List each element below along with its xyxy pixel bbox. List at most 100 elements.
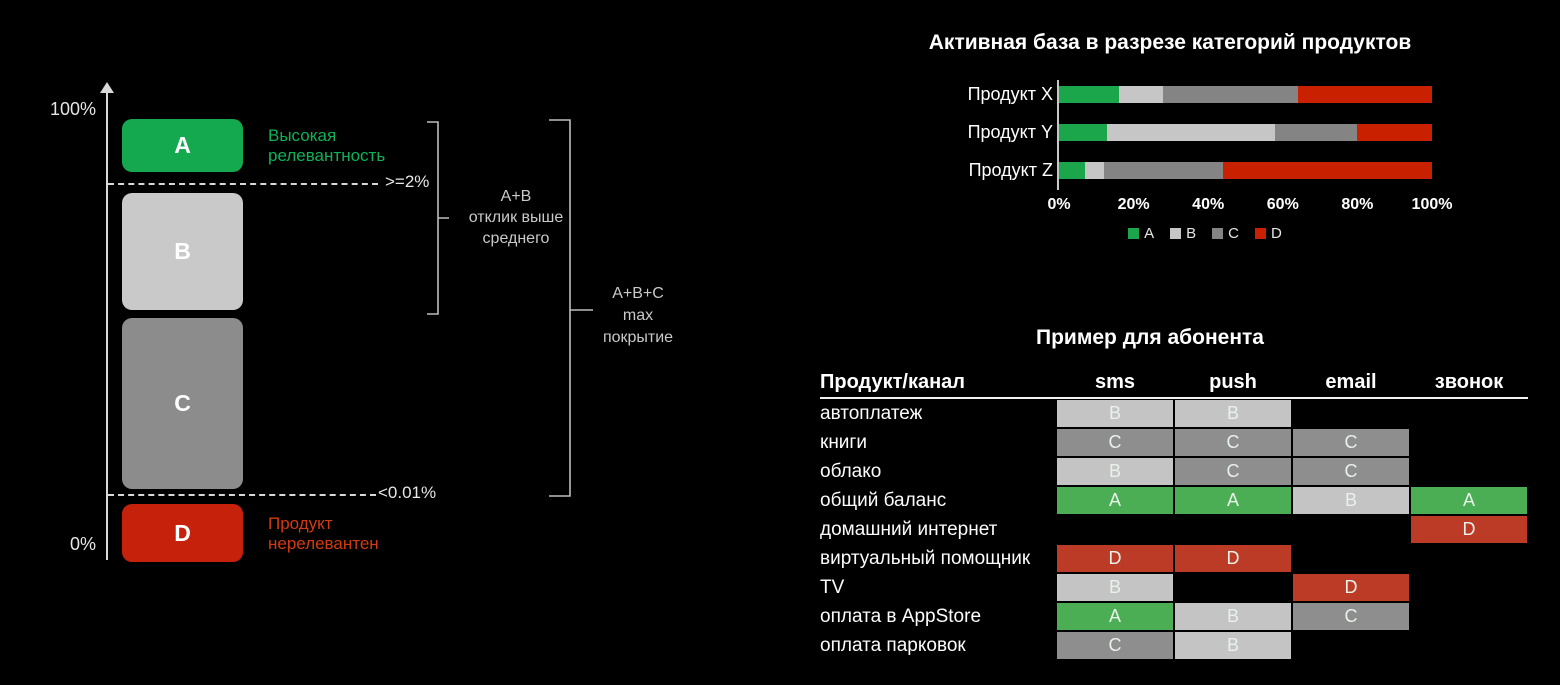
table-cell: B [1056, 573, 1174, 602]
category-box-c-label: C [174, 390, 191, 416]
chart-row: Продукт Y [920, 113, 1432, 151]
column-header-0: Продукт/канал [820, 371, 966, 393]
legend-label: A [1144, 225, 1155, 242]
category-cell-c: C [1293, 603, 1409, 630]
x-tick-label: 100% [1411, 196, 1453, 213]
chart-row: Продукт X [920, 75, 1432, 113]
column-header-4: звонок [1434, 371, 1504, 393]
column-header-3: email [1325, 371, 1377, 393]
axis-max-label: 100% [49, 99, 96, 119]
category-cell-c: C [1293, 458, 1409, 485]
row-label: облако [820, 460, 882, 482]
table-cell: C [1174, 457, 1292, 486]
table-cell: C [1292, 428, 1410, 457]
irrelevant-product-label: Продукт нерелевантен [268, 514, 379, 553]
category-box-b: B [122, 193, 243, 310]
threshold-line-high [108, 183, 378, 185]
category-cell-c: C [1057, 632, 1173, 659]
legend-item: A [1128, 225, 1154, 242]
bar-segment-c [1103, 161, 1224, 179]
chart-title: Активная база в разрезе категорий продук… [928, 31, 1412, 54]
legend-swatch-d [1255, 228, 1267, 239]
chart-category-label: Продукт Y [967, 121, 1053, 142]
legend-item: B [1170, 225, 1196, 242]
category-cell-c: C [1175, 458, 1291, 485]
bar-segment-a [1059, 161, 1086, 179]
table-cell [1292, 399, 1410, 428]
chart-category-label: Продукт Z [968, 159, 1053, 180]
row-label: виртуальный помощник [820, 547, 1031, 569]
row-label: общий баланс [820, 489, 947, 511]
table-cell: A [1056, 602, 1174, 631]
table-row: оплата в AppStore A B C [820, 602, 1528, 631]
table-row: TV B D [820, 573, 1528, 602]
category-box-a-label: A [174, 132, 191, 158]
x-tick-label: 60% [1266, 196, 1299, 213]
high-relevance-label: Высокая релевантность [268, 126, 386, 165]
category-box-b-label: B [174, 238, 191, 264]
row-label: оплата в AppStore [820, 605, 982, 627]
category-cell-b: B [1175, 632, 1291, 659]
table-cell [1410, 573, 1528, 602]
x-tick-label: 80% [1341, 196, 1374, 213]
x-tick-label: 0% [1047, 196, 1071, 213]
table-cell: D [1056, 544, 1174, 573]
legend-swatch-a [1128, 228, 1140, 239]
category-cell-d: D [1293, 574, 1409, 601]
table-cell [1410, 428, 1528, 457]
legend-label: C [1228, 225, 1240, 242]
table-cell [1292, 515, 1410, 544]
table-cell [1410, 631, 1528, 660]
table-cell: B [1056, 457, 1174, 486]
legend-item: C [1212, 225, 1239, 242]
chart-x-axis: 0% 20% 40% 60% 80% 100% [920, 196, 1460, 216]
table-cell [1410, 544, 1528, 573]
category-cell-b: B [1293, 487, 1409, 514]
table-cell [1056, 515, 1174, 544]
table-cell: C [1056, 631, 1174, 660]
threshold-low-label: <0.01% [378, 483, 437, 502]
table-cell: D [1410, 515, 1528, 544]
table-row: оплата парковок C B [820, 631, 1528, 660]
category-cell-c: C [1175, 429, 1291, 456]
category-cell-c: C [1293, 429, 1409, 456]
category-box-a: A [122, 119, 243, 172]
table-cell: D [1292, 573, 1410, 602]
table-cell: C [1292, 602, 1410, 631]
table-cell: A [1410, 486, 1528, 515]
table-row: общий баланс A A B A [820, 486, 1528, 515]
table-cell [1292, 544, 1410, 573]
category-cell-a: A [1057, 487, 1173, 514]
table-cell: A [1056, 486, 1174, 515]
legend-label: B [1186, 225, 1197, 242]
table-cell [1410, 602, 1528, 631]
category-cell-a: A [1057, 603, 1173, 630]
category-cell-a: A [1175, 487, 1291, 514]
category-cell-d: D [1057, 545, 1173, 572]
row-label: TV [820, 576, 845, 598]
table-cell [1410, 457, 1528, 486]
table-cell: B [1174, 399, 1292, 428]
table-cell [1410, 399, 1528, 428]
axis-min-label: 0% [69, 534, 96, 554]
chart-y-axis-line [1057, 80, 1059, 190]
legend-label: D [1271, 225, 1282, 242]
column-header-1: sms [1094, 371, 1136, 393]
table-cell: C [1292, 457, 1410, 486]
bar-segment-c [1163, 85, 1298, 103]
table-cell [1174, 573, 1292, 602]
subscriber-table: Продукт/канал sms push email звонок автоплате… [820, 362, 1528, 660]
bar-segment-b [1107, 123, 1276, 141]
category-box-d: D [122, 504, 243, 562]
bracket-a-b-c [549, 119, 593, 497]
table-cell: B [1174, 631, 1292, 660]
table-row: облако B C C [820, 457, 1528, 486]
bracket-a-b-c-label: A+B+C max покрытие [602, 285, 674, 346]
category-cell-b: B [1057, 574, 1173, 601]
table-cell: A [1174, 486, 1292, 515]
bar-segment-b [1085, 161, 1104, 179]
column-header-2: push [1209, 371, 1257, 393]
row-label: домашний интернет [820, 518, 998, 540]
bar-segment-a [1059, 85, 1119, 103]
category-cell-b: B [1175, 603, 1291, 630]
